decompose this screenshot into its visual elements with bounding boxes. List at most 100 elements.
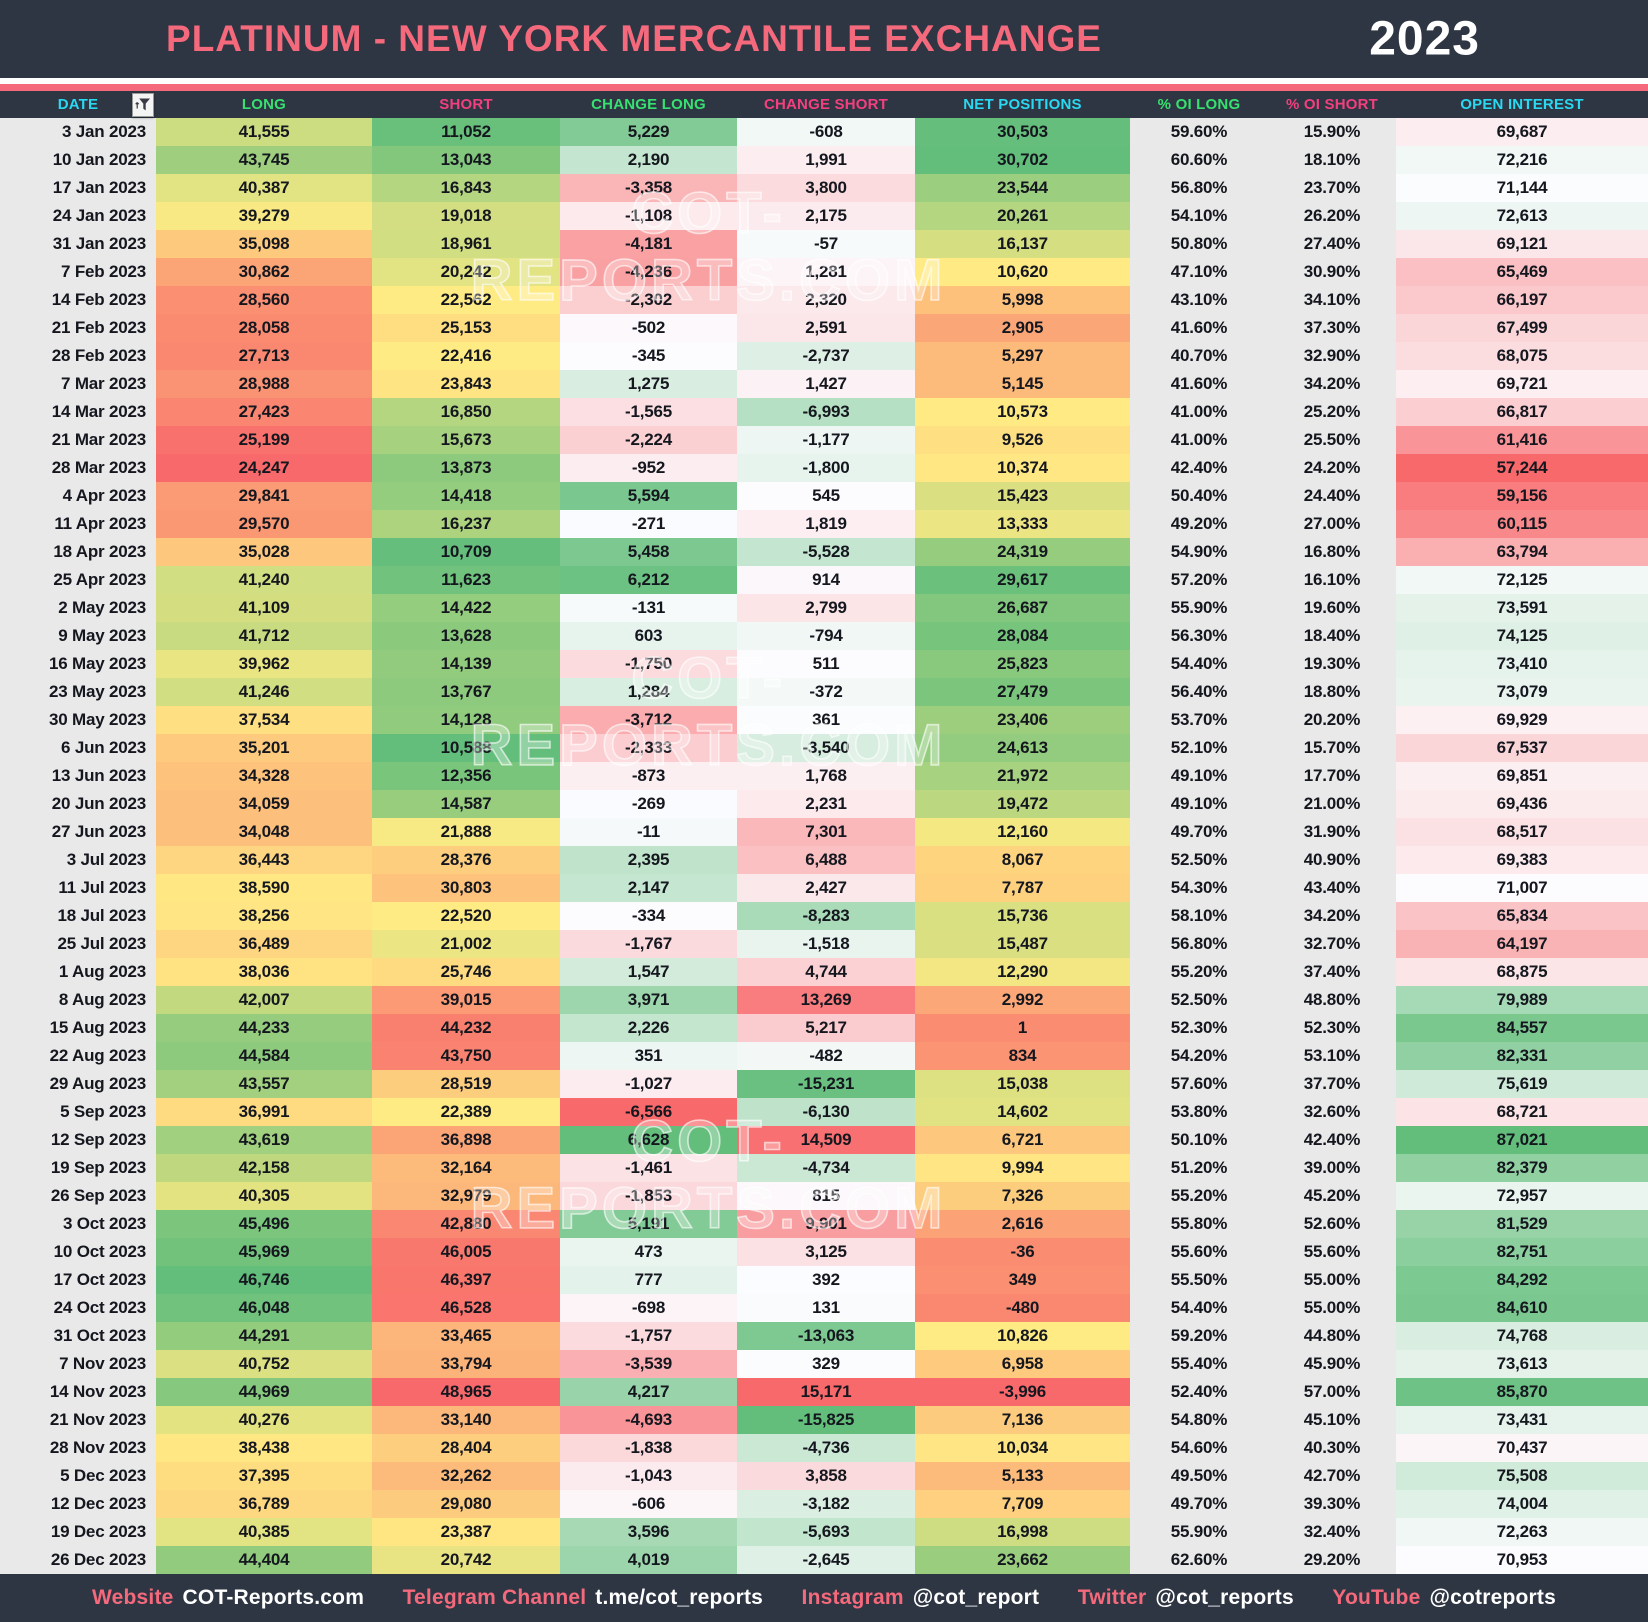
table-row: 2 May 2023 41,109 14,422 -131 2,799 26,687 55.… — [0, 594, 1648, 622]
long-cell: 44,404 — [156, 1546, 372, 1574]
long-cell: 25,199 — [156, 426, 372, 454]
net-positions-cell: 15,487 — [915, 930, 1130, 958]
date-cell: 12 Sep 2023 — [0, 1126, 156, 1154]
column-header-label: SHORT — [439, 96, 493, 113]
short-cell: 30,803 — [372, 874, 560, 902]
table-row: 3 Jul 2023 36,443 28,376 2,395 6,488 8,067 52.… — [0, 846, 1648, 874]
pct-oi-long-cell: 54.80% — [1130, 1406, 1268, 1434]
pct-oi-long-cell: 50.10% — [1130, 1126, 1268, 1154]
pct-oi-short-cell: 21.00% — [1268, 790, 1396, 818]
date-cell: 16 May 2023 — [0, 650, 156, 678]
short-cell: 12,356 — [372, 762, 560, 790]
short-cell: 10,709 — [372, 538, 560, 566]
column-header-label: CHANGE LONG — [591, 96, 706, 113]
change-long-cell: -606 — [560, 1490, 737, 1518]
long-cell: 36,489 — [156, 930, 372, 958]
change-short-cell: 511 — [737, 650, 915, 678]
column-header-label: OPEN INTEREST — [1460, 96, 1584, 113]
pct-oi-short-cell: 27.40% — [1268, 230, 1396, 258]
table-row: 10 Jan 2023 43,745 13,043 2,190 1,991 30,702 6… — [0, 146, 1648, 174]
open-interest-cell: 66,197 — [1396, 286, 1648, 314]
date-cell: 10 Jan 2023 — [0, 146, 156, 174]
change-long-cell: -345 — [560, 342, 737, 370]
net-positions-cell: 24,613 — [915, 734, 1130, 762]
open-interest-cell: 69,851 — [1396, 762, 1648, 790]
net-positions-cell: 30,503 — [915, 118, 1130, 146]
pct-oi-short-cell: 39.30% — [1268, 1490, 1396, 1518]
open-interest-cell: 68,517 — [1396, 818, 1648, 846]
table-row: 18 Apr 2023 35,028 10,709 5,458 -5,528 24,319… — [0, 538, 1648, 566]
date-cell: 26 Dec 2023 — [0, 1546, 156, 1574]
footer-label: YouTube — [1332, 1586, 1421, 1609]
change-short-cell: -5,693 — [737, 1518, 915, 1546]
short-cell: 10,588 — [372, 734, 560, 762]
table-row: 3 Oct 2023 45,496 42,880 5,191 9,901 2,616 55.… — [0, 1210, 1648, 1238]
net-positions-cell: 10,374 — [915, 454, 1130, 482]
date-cell: 23 May 2023 — [0, 678, 156, 706]
long-cell: 36,443 — [156, 846, 372, 874]
change-long-cell: 5,458 — [560, 538, 737, 566]
column-header-long: LONG — [156, 91, 372, 118]
open-interest-cell: 73,431 — [1396, 1406, 1648, 1434]
pct-oi-long-cell: 54.30% — [1130, 874, 1268, 902]
net-positions-cell: 26,687 — [915, 594, 1130, 622]
open-interest-cell: 75,508 — [1396, 1462, 1648, 1490]
table-row: 12 Dec 2023 36,789 29,080 -606 -3,182 7,709 49… — [0, 1490, 1648, 1518]
open-interest-cell: 63,794 — [1396, 538, 1648, 566]
long-cell: 38,590 — [156, 874, 372, 902]
change-short-cell: 3,800 — [737, 174, 915, 202]
change-short-cell: 4,744 — [737, 958, 915, 986]
table-row: 1 Aug 2023 38,036 25,746 1,547 4,744 12,290 55… — [0, 958, 1648, 986]
pct-oi-long-cell: 55.50% — [1130, 1266, 1268, 1294]
pct-oi-short-cell: 32.40% — [1268, 1518, 1396, 1546]
column-header-label: DATE — [57, 96, 99, 113]
change-short-cell: 361 — [737, 706, 915, 734]
change-short-cell: 545 — [737, 482, 915, 510]
filter-button[interactable] — [132, 92, 154, 117]
pct-oi-short-cell: 55.00% — [1268, 1266, 1396, 1294]
change-short-cell: 3,125 — [737, 1238, 915, 1266]
long-cell: 40,385 — [156, 1518, 372, 1546]
pct-oi-short-cell: 17.70% — [1268, 762, 1396, 790]
date-cell: 25 Jul 2023 — [0, 930, 156, 958]
short-cell: 14,128 — [372, 706, 560, 734]
short-cell: 20,242 — [372, 258, 560, 286]
long-cell: 30,862 — [156, 258, 372, 286]
pct-oi-long-cell: 49.70% — [1130, 1490, 1268, 1518]
pct-oi-long-cell: 59.60% — [1130, 118, 1268, 146]
short-cell: 29,080 — [372, 1490, 560, 1518]
change-long-cell: 473 — [560, 1238, 737, 1266]
long-cell: 34,048 — [156, 818, 372, 846]
long-cell: 36,991 — [156, 1098, 372, 1126]
change-long-cell: 3,971 — [560, 986, 737, 1014]
long-cell: 29,570 — [156, 510, 372, 538]
pct-oi-long-cell: 53.80% — [1130, 1098, 1268, 1126]
change-short-cell: -13,063 — [737, 1322, 915, 1350]
long-cell: 24,247 — [156, 454, 372, 482]
net-positions-cell: 15,736 — [915, 902, 1130, 930]
pct-oi-long-cell: 49.10% — [1130, 762, 1268, 790]
footer-value: @cotreports — [1429, 1586, 1556, 1609]
table-row: 26 Sep 2023 40,305 32,979 -1,853 815 7,326 55.… — [0, 1182, 1648, 1210]
change-long-cell: -1,750 — [560, 650, 737, 678]
change-short-cell: -4,734 — [737, 1154, 915, 1182]
short-cell: 28,376 — [372, 846, 560, 874]
change-long-cell: 603 — [560, 622, 737, 650]
pct-oi-long-cell: 42.40% — [1130, 454, 1268, 482]
pct-oi-long-cell: 56.30% — [1130, 622, 1268, 650]
change-short-cell: -4,736 — [737, 1434, 915, 1462]
pct-oi-short-cell: 32.70% — [1268, 930, 1396, 958]
column-header-net-positions: NET POSITIONS — [915, 91, 1130, 118]
date-cell: 27 Jun 2023 — [0, 818, 156, 846]
column-header-date: DATE — [0, 91, 156, 118]
table-row: 14 Feb 2023 28,560 22,562 -2,302 2,320 5,998 4… — [0, 286, 1648, 314]
change-short-cell: -15,231 — [737, 1070, 915, 1098]
date-cell: 12 Dec 2023 — [0, 1490, 156, 1518]
change-long-cell: -1,838 — [560, 1434, 737, 1462]
pct-oi-long-cell: 55.20% — [1130, 958, 1268, 986]
change-short-cell: -608 — [737, 118, 915, 146]
pct-oi-long-cell: 41.00% — [1130, 426, 1268, 454]
footer-website: Website COT-Reports.com — [92, 1586, 364, 1610]
pct-oi-long-cell: 55.40% — [1130, 1350, 1268, 1378]
change-short-cell: 13,269 — [737, 986, 915, 1014]
